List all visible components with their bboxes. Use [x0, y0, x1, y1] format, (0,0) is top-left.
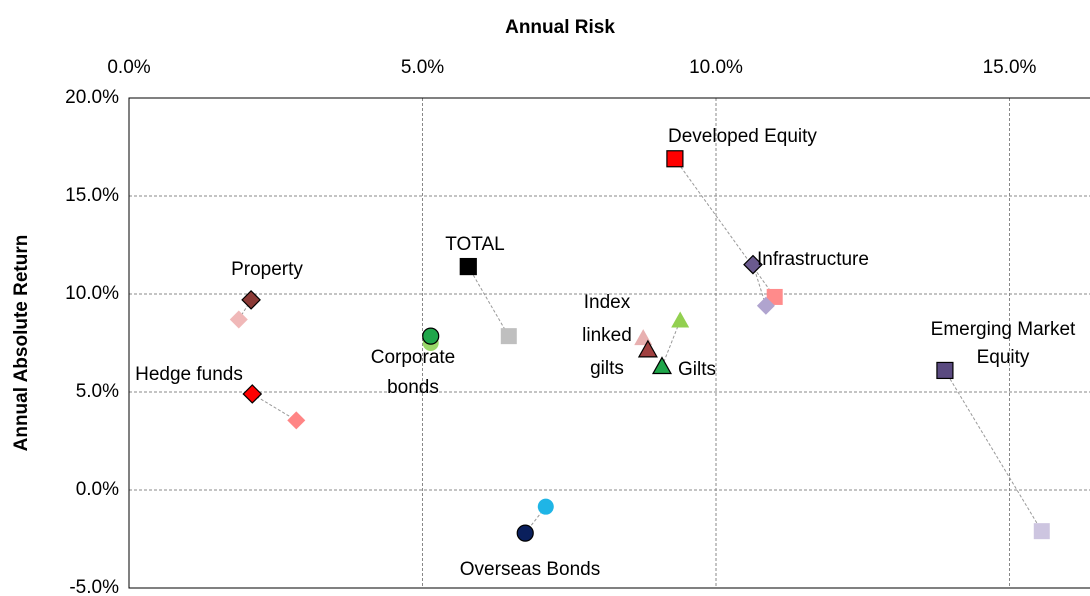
x-tick-label: 5.0%: [401, 57, 444, 78]
marker: [422, 327, 440, 345]
y-tick-label: 20.0%: [65, 87, 119, 108]
y-tick-label: 5.0%: [76, 381, 119, 402]
marker: [500, 328, 517, 345]
point-label: Gilts: [678, 359, 716, 380]
point-label: Overseas Bonds: [460, 559, 600, 580]
marker: [671, 311, 690, 328]
plot-frame: [128, 97, 1090, 589]
y-tick-label: 0.0%: [76, 479, 119, 500]
point-label: Hedge funds: [135, 364, 243, 385]
point-label: TOTAL: [445, 234, 504, 255]
marker: [242, 384, 263, 404]
marker: [936, 361, 954, 380]
point-label: Property: [231, 259, 303, 280]
point-label: Equity: [977, 347, 1030, 368]
y-axis-title: Annual Absolute Return: [11, 235, 32, 452]
marker: [1033, 523, 1050, 540]
marker: [651, 356, 673, 375]
marker: [229, 310, 248, 329]
point-label: Infrastructure: [757, 249, 869, 270]
connector: [661, 320, 681, 367]
connector: [252, 393, 297, 421]
marker: [241, 290, 261, 310]
marker: [666, 150, 684, 168]
marker: [637, 339, 658, 358]
marker: [537, 498, 554, 515]
marker: [766, 288, 783, 305]
point-label: Emerging Market: [931, 319, 1076, 340]
x-tick-label: 0.0%: [107, 57, 150, 78]
point-label: Developed Equity: [668, 126, 817, 147]
marker: [516, 524, 534, 542]
point-label: bonds: [387, 377, 439, 398]
point-label: gilts: [590, 358, 624, 379]
connector: [674, 158, 776, 298]
x-tick-label: 15.0%: [983, 57, 1037, 78]
point-label: linked: [582, 325, 632, 346]
marker: [287, 411, 306, 430]
marker: [743, 254, 763, 275]
y-tick-label: -5.0%: [69, 577, 119, 596]
x-tick-label: 10.0%: [689, 57, 743, 78]
point-label: Index: [584, 292, 631, 313]
y-tick-label: 15.0%: [65, 185, 119, 206]
connector: [944, 370, 1043, 532]
point-label: Corporate: [371, 347, 456, 368]
y-tick-label: 10.0%: [65, 283, 119, 304]
connector: [238, 299, 252, 320]
connector: [467, 266, 510, 337]
x-axis-title: Annual Risk: [505, 17, 615, 38]
marker: [459, 257, 477, 276]
marker: [756, 296, 775, 315]
